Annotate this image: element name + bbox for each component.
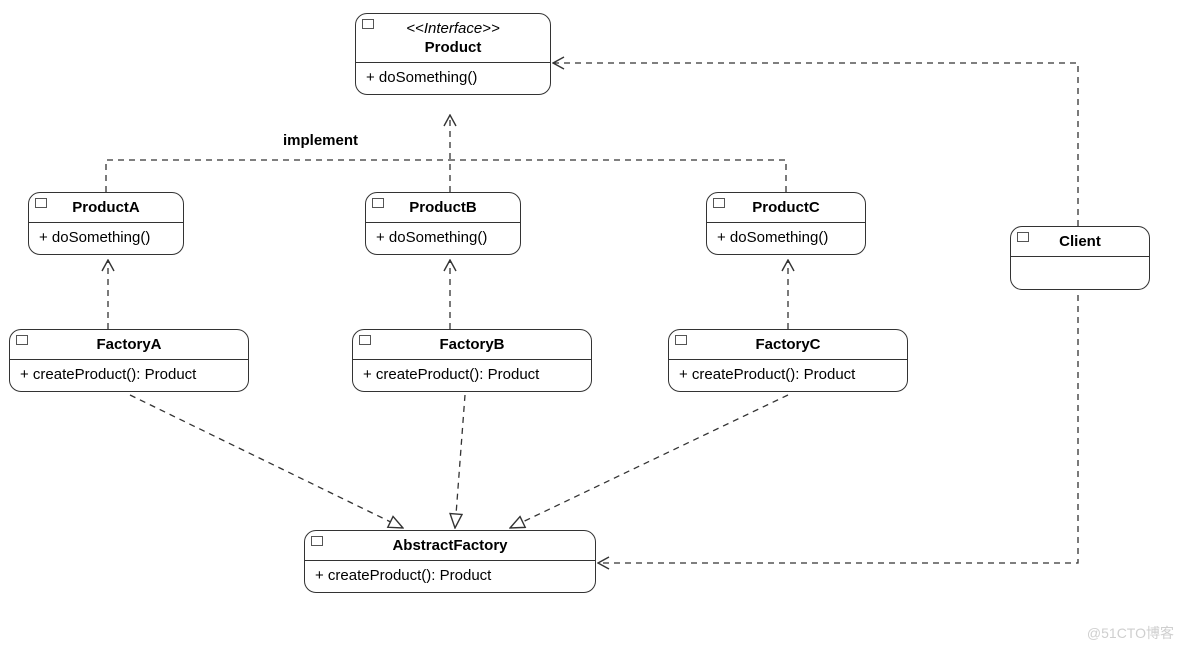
note-icon <box>16 335 28 345</box>
product-name: Product <box>425 39 482 56</box>
note-icon <box>372 198 384 208</box>
client-body <box>1011 257 1149 289</box>
note-icon <box>35 198 47 208</box>
factoryC-name: FactoryC <box>755 336 820 353</box>
watermark: @51CTO博客 <box>1087 623 1174 643</box>
class-abstractFactory: AbstractFactory + createProduct(): Produ… <box>304 530 596 593</box>
productC-method: + doSomething() <box>707 223 865 254</box>
note-icon <box>675 335 687 345</box>
edge-productA-product <box>106 160 450 192</box>
class-productB: ProductB + doSomething() <box>365 192 521 255</box>
class-product: <<Interface>> Product + doSomething() <box>355 13 551 95</box>
factoryA-method: + createProduct(): Product <box>10 360 248 391</box>
product-stereotype: <<Interface>> <box>366 20 540 37</box>
abstractFactory-name: AbstractFactory <box>392 537 507 554</box>
factoryC-method: + createProduct(): Product <box>669 360 907 391</box>
abstractFactory-method: + createProduct(): Product <box>305 561 595 592</box>
productA-method: + doSomething() <box>29 223 183 254</box>
edge-factoryB-abstract <box>455 395 465 528</box>
class-factoryC: FactoryC + createProduct(): Product <box>668 329 908 392</box>
note-icon <box>311 536 323 546</box>
factoryA-name: FactoryA <box>96 336 161 353</box>
class-productC: ProductC + doSomething() <box>706 192 866 255</box>
productB-name: ProductB <box>409 199 477 216</box>
class-factoryA: FactoryA + createProduct(): Product <box>9 329 249 392</box>
edge-label-implement: implement <box>283 132 358 149</box>
productB-method: + doSomething() <box>366 223 520 254</box>
class-productA: ProductA + doSomething() <box>28 192 184 255</box>
product-method: + doSomething() <box>356 63 550 94</box>
factoryB-name: FactoryB <box>439 336 504 353</box>
note-icon <box>359 335 371 345</box>
edge-productC-product <box>450 160 786 192</box>
edge-factoryA-abstract <box>130 395 403 528</box>
edge-factoryC-abstract <box>510 395 788 528</box>
edge-client-abstract <box>598 284 1078 563</box>
class-client: Client <box>1010 226 1150 290</box>
note-icon <box>362 19 374 29</box>
class-factoryB: FactoryB + createProduct(): Product <box>352 329 592 392</box>
client-name: Client <box>1059 233 1101 250</box>
productA-name: ProductA <box>72 199 140 216</box>
note-icon <box>1017 232 1029 242</box>
factoryB-method: + createProduct(): Product <box>353 360 591 391</box>
productC-name: ProductC <box>752 199 820 216</box>
note-icon <box>713 198 725 208</box>
